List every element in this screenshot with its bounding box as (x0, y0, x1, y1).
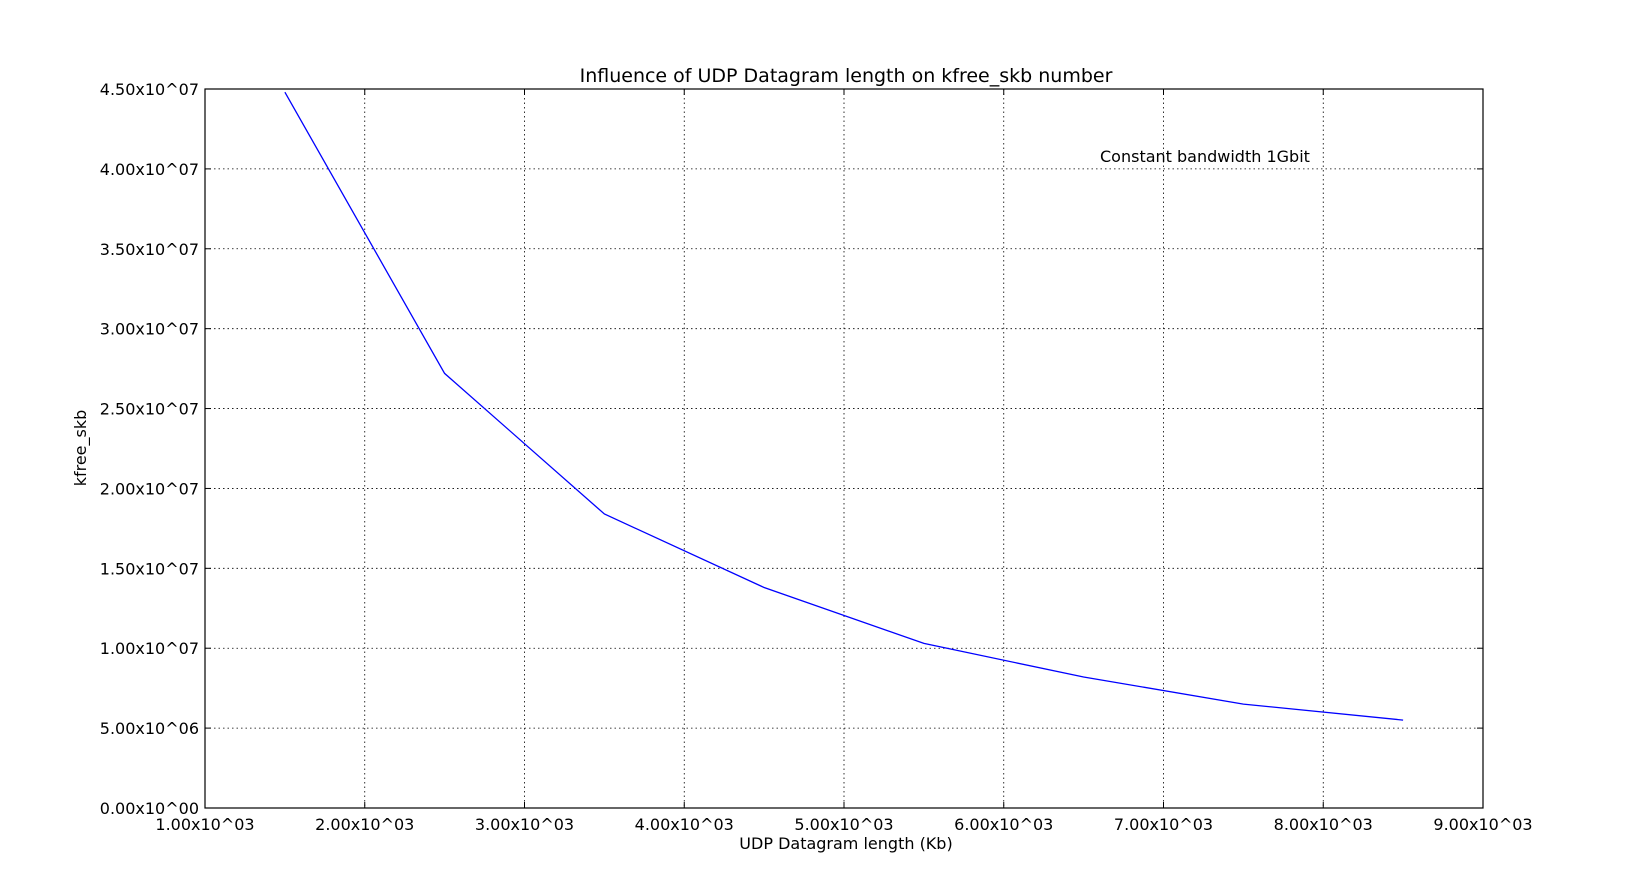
y-tick-label: 1.00x10^07 (100, 639, 199, 658)
y-tick-label: 2.00x10^07 (100, 479, 199, 498)
y-axis: 0.00x10^00 5.00x10^06 1.00x10^07 1.50x10^07… (100, 80, 1483, 818)
series-layer (284, 91, 1404, 721)
chart-title: Influence of UDP Datagram length on kfre… (580, 65, 1113, 87)
x-tick-label: 8.00x10^03 (1274, 815, 1373, 834)
series-line (284, 91, 1404, 721)
x-tick-label: 9.00x10^03 (1433, 815, 1532, 834)
x-tick-label: 1.00x10^03 (155, 815, 254, 834)
y-axis-label: kfree_skb (71, 410, 91, 487)
y-tick-label: 2.50x10^07 (100, 400, 199, 419)
y-tick-label: 1.50x10^07 (100, 559, 199, 578)
x-tick-label: 7.00x10^03 (1114, 815, 1213, 834)
y-tick-label: 5.00x10^06 (100, 719, 199, 738)
x-tick-label: 3.00x10^03 (475, 815, 574, 834)
x-tick-label: 6.00x10^03 (954, 815, 1053, 834)
x-axis-label: UDP Datagram length (Kb) (739, 834, 952, 853)
grid-lines (205, 89, 1483, 808)
y-tick-label: 4.50x10^07 (100, 80, 199, 99)
y-tick-label: 4.00x10^07 (100, 160, 199, 179)
y-tick-label: 3.50x10^07 (100, 240, 199, 259)
x-axis: 1.00x10^03 2.00x10^03 3.00x10^03 4.00x10^03… (155, 89, 1533, 834)
x-tick-label: 5.00x10^03 (794, 815, 893, 834)
x-tick-label: 2.00x10^03 (315, 815, 414, 834)
plot-frame (204, 88, 1484, 809)
y-tick-label: 3.00x10^07 (100, 320, 199, 339)
annotation-text: Constant bandwidth 1Gbit (1100, 147, 1310, 166)
y-tick-label: 0.00x10^00 (100, 799, 199, 818)
x-tick-label: 4.00x10^03 (635, 815, 734, 834)
